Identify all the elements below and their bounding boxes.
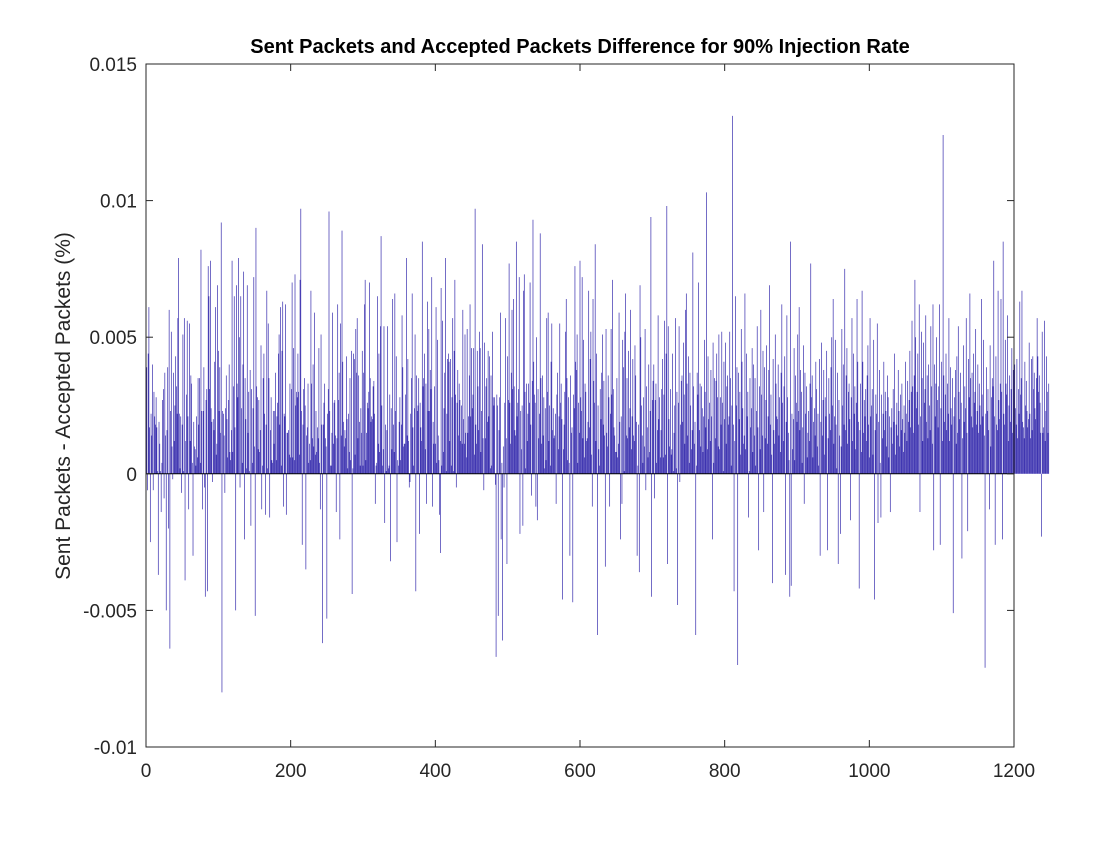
y-tick-label: 0.015 — [89, 55, 137, 76]
x-tick-label: 200 — [275, 761, 307, 782]
y-axis-title: Sent Packets - Accepted Packets (%) — [52, 232, 75, 580]
y-tick-label: -0.005 — [83, 601, 137, 622]
y-tick-label: 0.005 — [89, 328, 137, 349]
x-tick-label: 1200 — [993, 761, 1035, 782]
x-tick-label: 1000 — [848, 761, 890, 782]
x-tick-label: 400 — [419, 761, 451, 782]
y-tick-label: 0.01 — [100, 192, 137, 213]
x-tick-label: 800 — [709, 761, 741, 782]
x-tick-label: 0 — [141, 761, 152, 782]
chart-title: Sent Packets and Accepted Packets Differ… — [250, 36, 910, 58]
y-axis: -0.01 -0.005 0 0.005 0.01 0.015 — [83, 55, 1014, 759]
x-axis: 0 200 400 600 800 1000 1200 — [141, 64, 1035, 782]
y-tick-label: 0 — [126, 465, 137, 486]
bar-series — [146, 115, 1050, 693]
x-tick-label: 600 — [564, 761, 596, 782]
y-tick-label: -0.01 — [94, 738, 137, 759]
